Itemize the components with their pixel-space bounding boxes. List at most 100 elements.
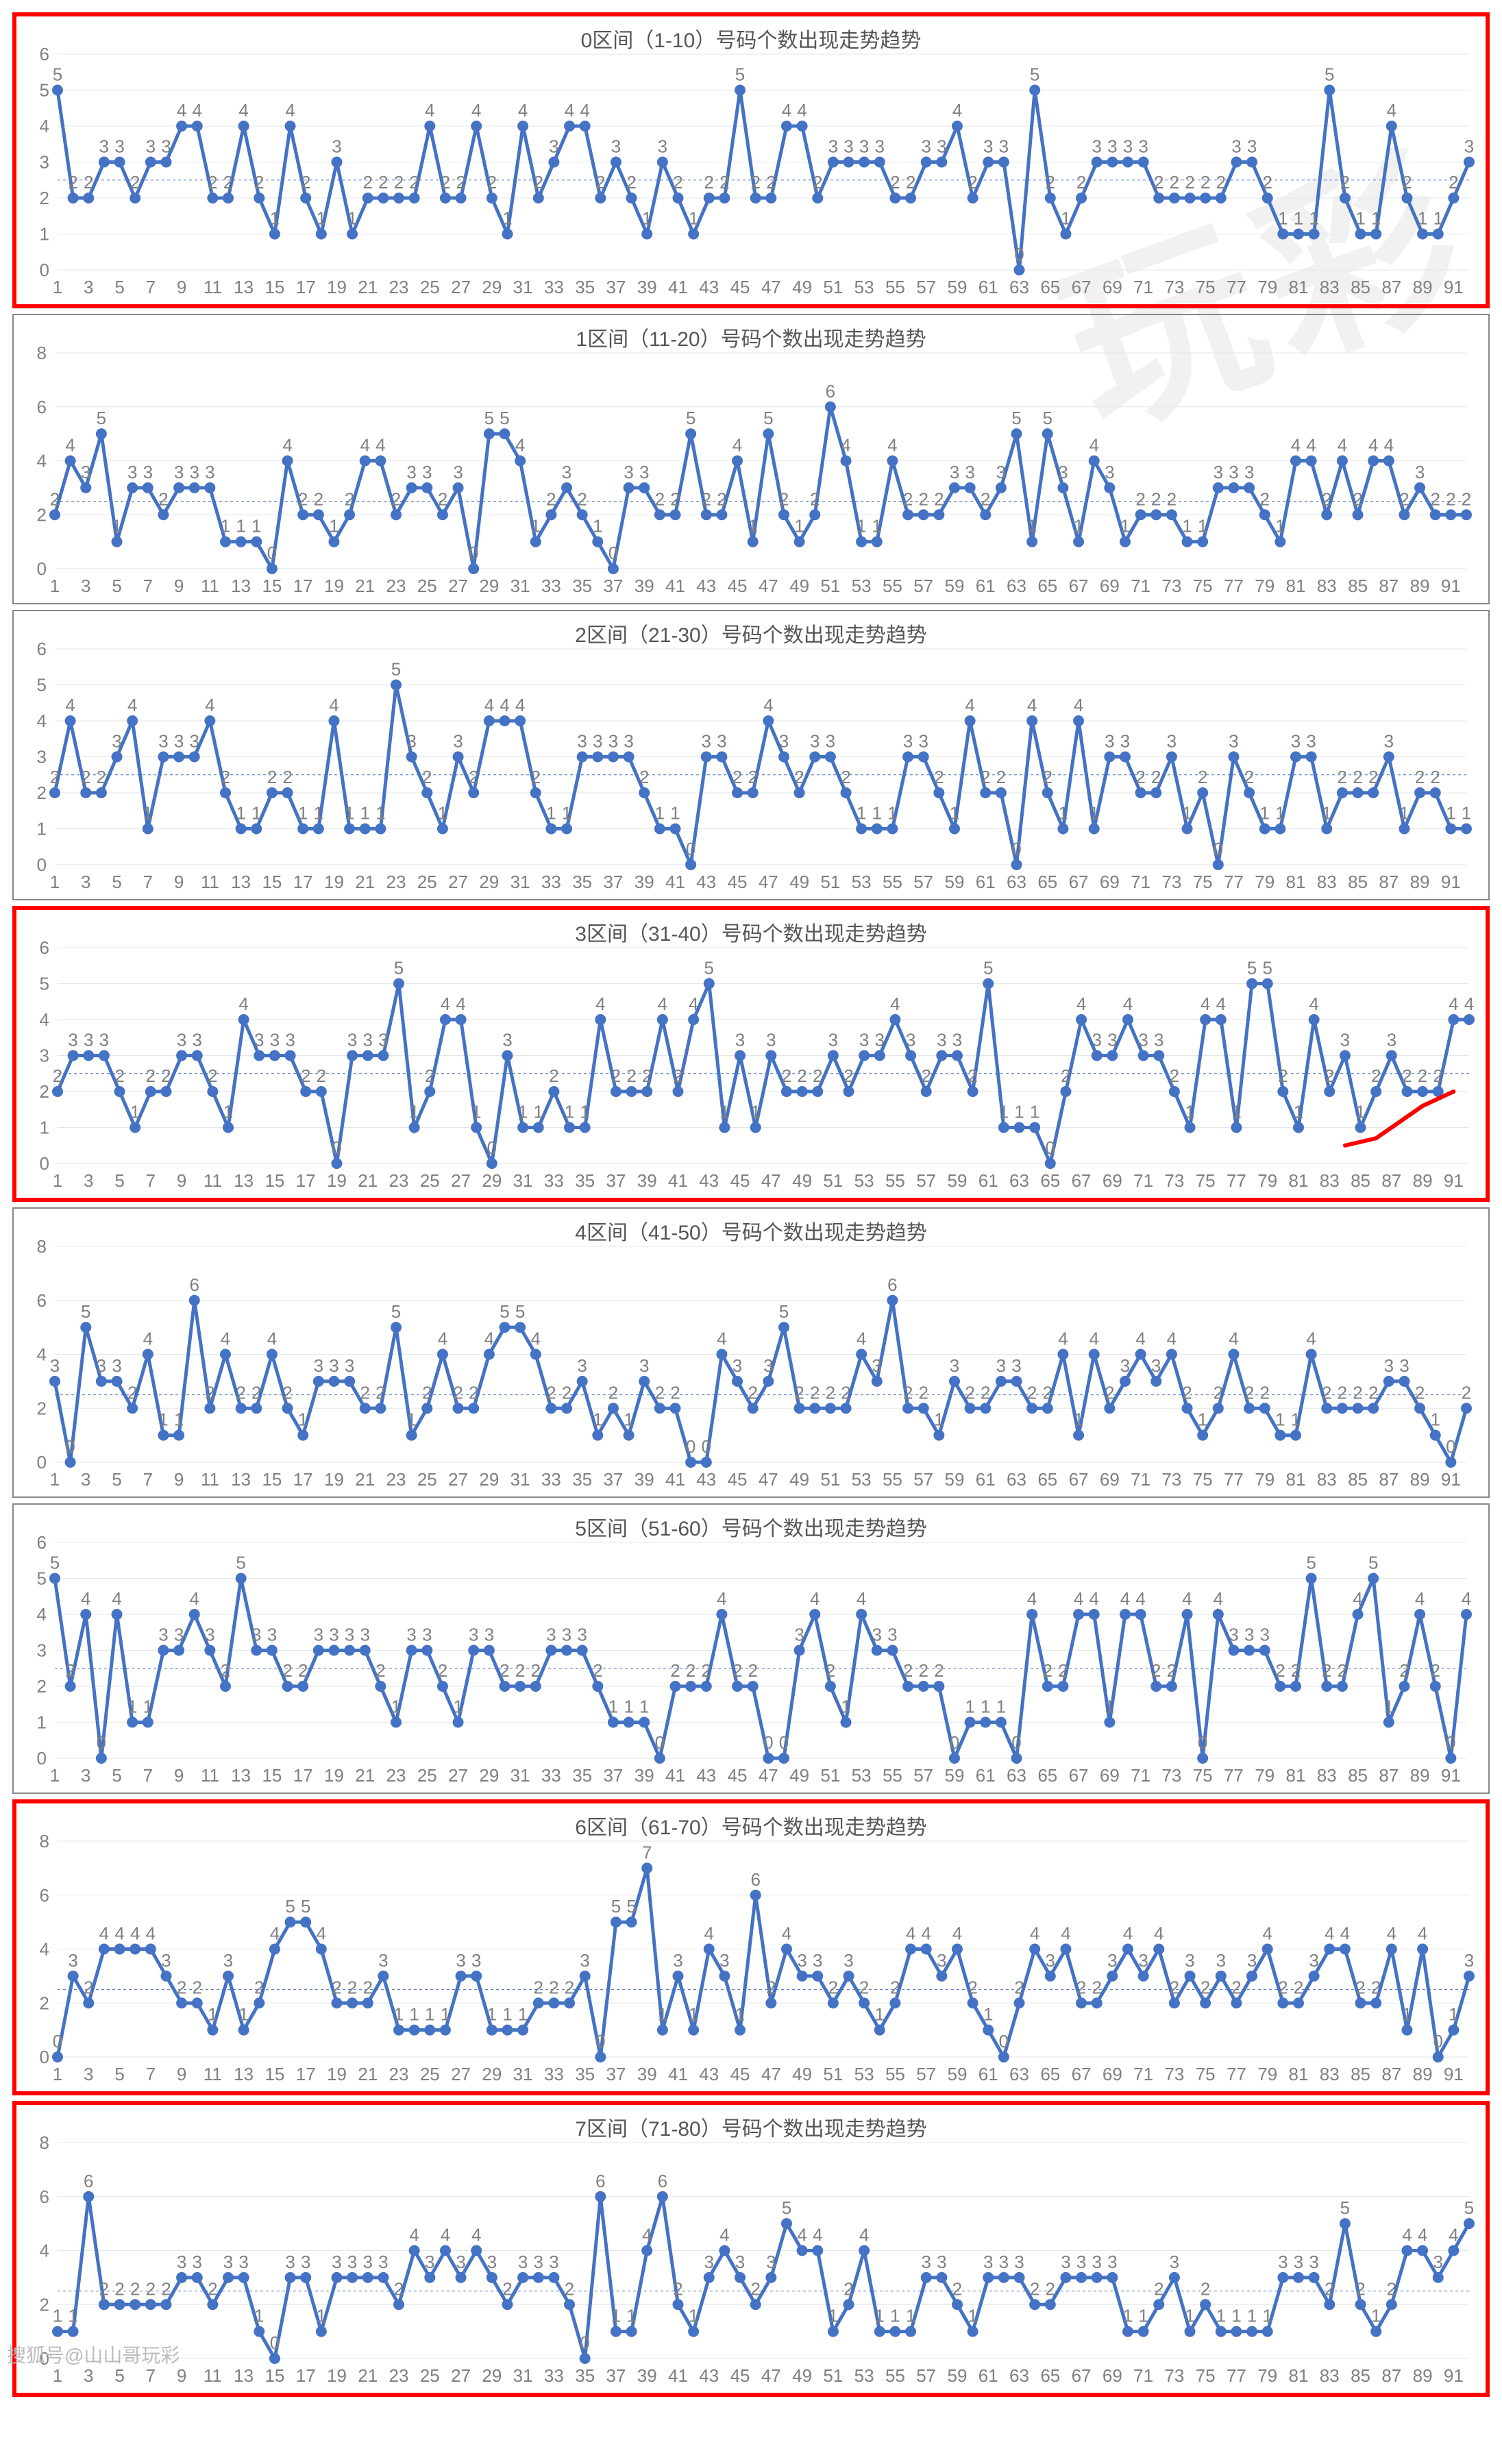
svg-text:3: 3 <box>1309 1950 1318 1971</box>
svg-text:3: 3 <box>639 462 649 482</box>
chart-7: 7区间（71-80）号码个数出现走势趋势02468135791113151719… <box>12 2101 1490 2397</box>
chart-3: 3区间（31-40）号码个数出现走势趋势01234561357911131517… <box>12 906 1490 1202</box>
svg-text:19: 19 <box>324 872 344 892</box>
svg-text:1: 1 <box>298 803 308 824</box>
svg-text:1: 1 <box>950 803 959 824</box>
svg-text:41: 41 <box>668 277 688 297</box>
svg-text:2: 2 <box>441 172 450 193</box>
svg-text:4: 4 <box>81 1588 90 1609</box>
svg-text:2: 2 <box>655 489 665 509</box>
svg-text:3: 3 <box>1259 1625 1269 1645</box>
svg-text:5: 5 <box>1262 958 1272 978</box>
svg-text:23: 23 <box>386 872 406 892</box>
svg-text:39: 39 <box>635 872 654 892</box>
svg-text:1: 1 <box>518 2004 528 2025</box>
svg-text:39: 39 <box>637 2064 657 2084</box>
svg-text:3: 3 <box>114 136 124 157</box>
svg-text:2: 2 <box>1430 1660 1440 1681</box>
svg-text:51: 51 <box>823 2365 843 2386</box>
svg-text:51: 51 <box>823 2064 843 2084</box>
svg-text:13: 13 <box>231 872 251 892</box>
svg-text:85: 85 <box>1348 1469 1368 1490</box>
svg-text:2: 2 <box>1462 489 1471 509</box>
svg-text:1: 1 <box>1275 1409 1285 1430</box>
svg-text:4: 4 <box>595 994 605 1014</box>
svg-text:2: 2 <box>1446 489 1455 509</box>
svg-text:6: 6 <box>40 2186 49 2207</box>
svg-text:2: 2 <box>732 1660 742 1681</box>
svg-text:65: 65 <box>1037 1469 1057 1490</box>
svg-text:7: 7 <box>143 576 153 596</box>
svg-text:13: 13 <box>234 2365 254 2386</box>
svg-text:2: 2 <box>515 1660 525 1681</box>
svg-text:0: 0 <box>270 2332 280 2353</box>
svg-text:1: 1 <box>254 2306 264 2326</box>
svg-text:1: 1 <box>1058 803 1068 824</box>
svg-text:29: 29 <box>482 2064 502 2084</box>
svg-text:2: 2 <box>670 489 680 509</box>
svg-text:2: 2 <box>1371 1065 1381 1086</box>
svg-text:4: 4 <box>1462 1588 1471 1609</box>
svg-text:1: 1 <box>1449 2004 1458 2025</box>
svg-text:2: 2 <box>750 2278 760 2299</box>
svg-text:1: 1 <box>872 516 882 537</box>
svg-text:2: 2 <box>1338 767 1347 787</box>
svg-text:3: 3 <box>174 731 184 752</box>
svg-text:5: 5 <box>285 1896 295 1917</box>
svg-text:3: 3 <box>251 1625 261 1645</box>
svg-text:6: 6 <box>658 2171 667 2191</box>
svg-text:23: 23 <box>386 1765 406 1786</box>
svg-text:2: 2 <box>1430 489 1440 509</box>
svg-text:89: 89 <box>1413 2365 1433 2386</box>
svg-text:3: 3 <box>99 1030 109 1050</box>
svg-text:85: 85 <box>1351 1170 1370 1191</box>
svg-text:27: 27 <box>451 2064 471 2084</box>
svg-text:2: 2 <box>267 767 277 787</box>
svg-text:47: 47 <box>759 1469 778 1490</box>
svg-text:59: 59 <box>945 576 965 596</box>
svg-text:1: 1 <box>562 803 571 824</box>
svg-text:1: 1 <box>208 2004 217 2025</box>
svg-text:11: 11 <box>201 872 219 892</box>
svg-text:23: 23 <box>389 2365 409 2386</box>
svg-text:15: 15 <box>264 1170 284 1191</box>
svg-text:3: 3 <box>84 277 93 297</box>
svg-text:3: 3 <box>1231 136 1241 157</box>
svg-text:39: 39 <box>637 277 657 297</box>
svg-text:73: 73 <box>1164 277 1184 297</box>
svg-text:77: 77 <box>1224 1469 1244 1490</box>
svg-text:3: 3 <box>828 1030 838 1050</box>
svg-text:79: 79 <box>1255 1765 1275 1786</box>
svg-text:1: 1 <box>376 803 385 824</box>
svg-text:3: 3 <box>406 462 416 482</box>
svg-text:49: 49 <box>789 576 809 596</box>
svg-text:3: 3 <box>406 1625 416 1645</box>
svg-text:2: 2 <box>347 1977 357 1997</box>
svg-text:2: 2 <box>565 2278 574 2299</box>
svg-text:5: 5 <box>301 1896 310 1917</box>
chart-5-svg: 0123456135791113151719212325272931333537… <box>14 1505 1480 1792</box>
svg-text:4: 4 <box>797 100 807 121</box>
svg-text:1: 1 <box>719 1102 729 1122</box>
svg-text:4: 4 <box>1061 1923 1070 1944</box>
svg-text:63: 63 <box>1009 1170 1029 1191</box>
svg-text:4: 4 <box>859 2225 869 2245</box>
svg-text:53: 53 <box>854 1170 874 1191</box>
svg-text:2: 2 <box>952 2278 962 2299</box>
svg-text:3: 3 <box>1229 1625 1238 1645</box>
svg-text:4: 4 <box>409 2225 419 2245</box>
svg-text:2: 2 <box>1278 1065 1288 1086</box>
svg-text:3: 3 <box>285 2252 295 2272</box>
svg-text:2: 2 <box>1244 767 1254 787</box>
svg-text:3: 3 <box>158 731 168 752</box>
svg-text:3: 3 <box>1309 2252 1318 2272</box>
svg-text:2: 2 <box>282 767 292 787</box>
svg-text:2: 2 <box>748 1382 757 1403</box>
svg-text:1: 1 <box>689 208 698 229</box>
svg-text:41: 41 <box>665 1765 685 1786</box>
svg-text:43: 43 <box>696 576 716 596</box>
svg-text:2: 2 <box>251 1382 261 1403</box>
svg-text:3: 3 <box>112 1355 121 1376</box>
svg-text:1: 1 <box>1399 803 1409 824</box>
svg-text:3: 3 <box>84 1170 93 1191</box>
